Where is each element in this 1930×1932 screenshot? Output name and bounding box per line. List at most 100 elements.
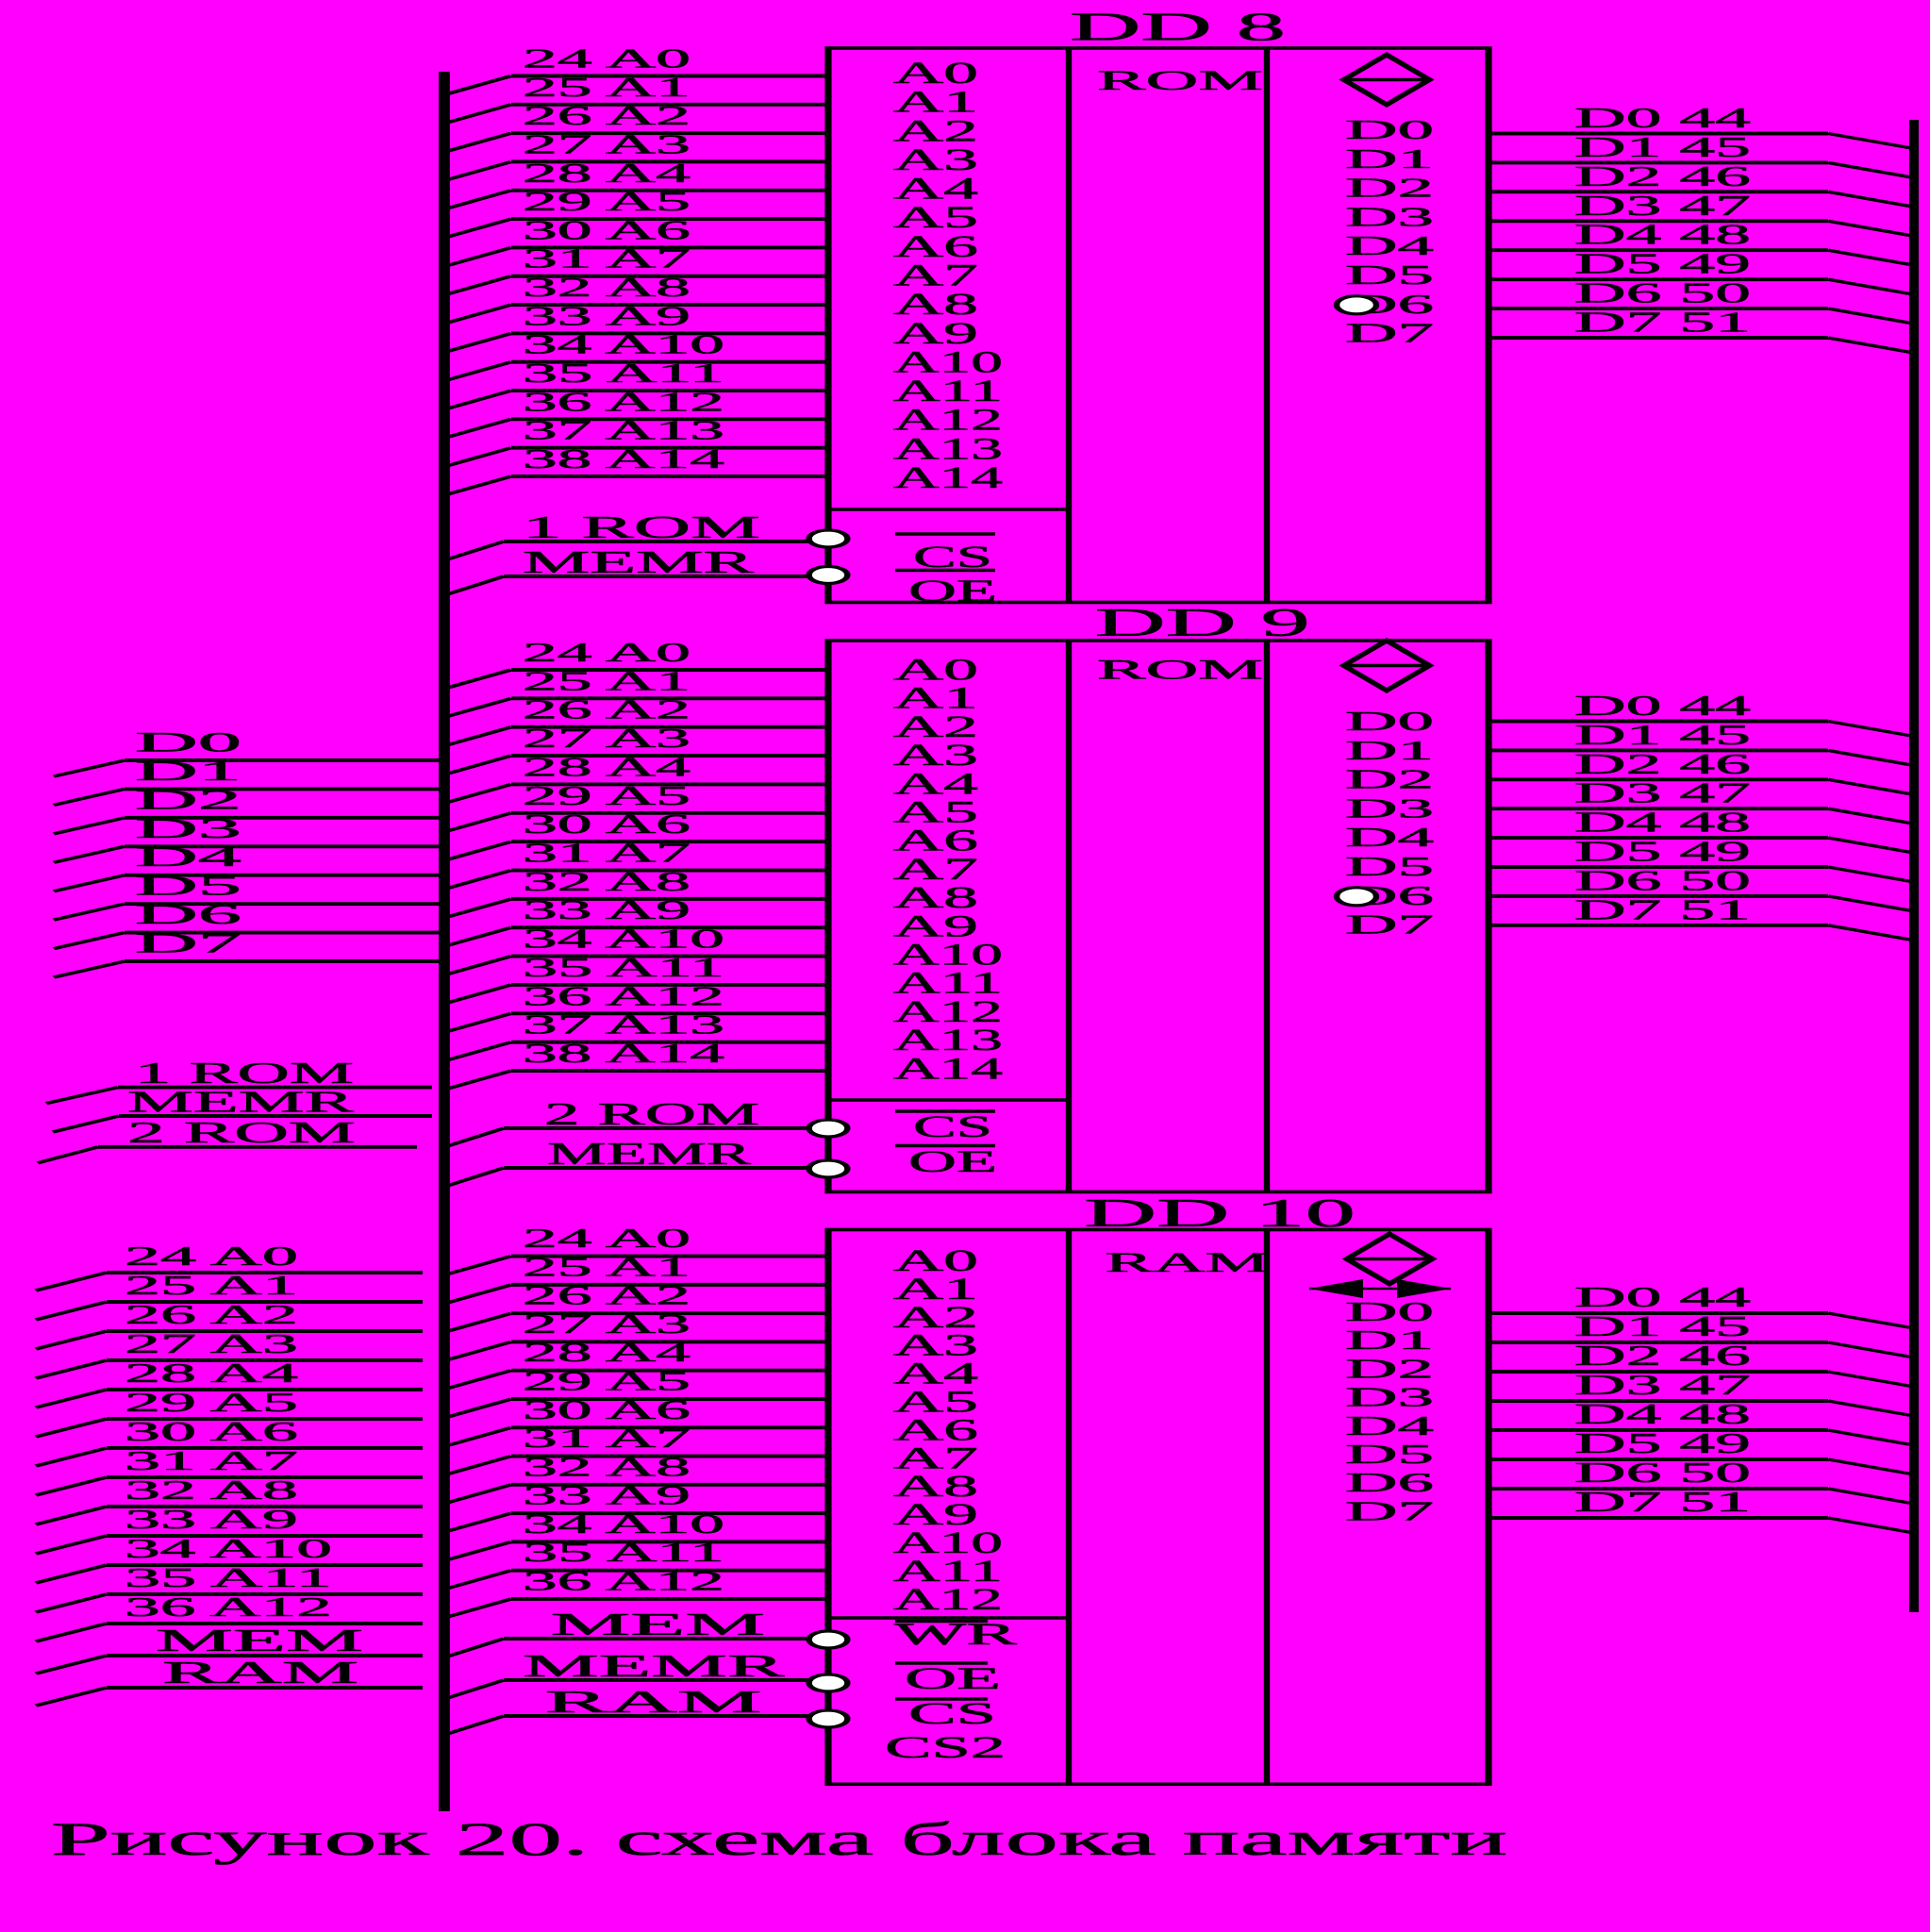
svg-text:30 A6: 30 A6 — [523, 215, 690, 245]
svg-text:D5: D5 — [1345, 260, 1434, 291]
svg-text:25 A1: 25 A1 — [125, 1271, 298, 1301]
svg-text:Рисунок 20. схема блока памят: Рисунок 20. схема блока памяти — [51, 1813, 1507, 1865]
svg-text:ROM: ROM — [1097, 655, 1263, 686]
svg-text:D3: D3 — [1345, 202, 1434, 232]
svg-text:25 A1: 25 A1 — [523, 73, 690, 103]
svg-text:D7 51: D7 51 — [1574, 306, 1751, 339]
svg-text:D6 50: D6 50 — [1574, 276, 1751, 309]
svg-text:D5: D5 — [1345, 1440, 1434, 1470]
svg-text:29 A5: 29 A5 — [523, 187, 690, 217]
svg-text:A9: A9 — [893, 1498, 978, 1532]
svg-text:D1: D1 — [1345, 736, 1434, 766]
svg-text:30 A6: 30 A6 — [523, 1394, 690, 1424]
svg-text:MEM: MEM — [156, 1623, 363, 1658]
svg-text:D6 50: D6 50 — [1574, 1456, 1751, 1489]
svg-text:27 A3: 27 A3 — [523, 1309, 690, 1340]
svg-text:D2: D2 — [1345, 173, 1434, 203]
svg-text:RAM: RAM — [162, 1655, 358, 1690]
svg-text:D5 49: D5 49 — [1574, 247, 1751, 280]
svg-text:A10: A10 — [893, 938, 1003, 972]
svg-text:D1 45: D1 45 — [1574, 130, 1751, 163]
svg-text:D3 47: D3 47 — [1574, 776, 1751, 809]
svg-text:A5: A5 — [893, 1385, 978, 1419]
svg-text:2 ROM: 2 ROM — [544, 1096, 759, 1132]
svg-text:29 A5: 29 A5 — [523, 781, 690, 811]
svg-text:A7: A7 — [893, 258, 978, 292]
svg-text:A5: A5 — [893, 201, 978, 235]
svg-text:MEMR: MEMR — [127, 1085, 354, 1118]
svg-text:37 A13: 37 A13 — [523, 415, 724, 445]
svg-text:A4: A4 — [893, 767, 978, 801]
svg-text:D0 44: D0 44 — [1574, 1280, 1751, 1313]
svg-text:CS: CS — [913, 1110, 992, 1144]
svg-text:35 A11: 35 A11 — [523, 953, 724, 983]
svg-text:A9: A9 — [893, 909, 978, 943]
svg-text:OE: OE — [905, 1662, 1001, 1696]
svg-text:D3 47: D3 47 — [1574, 189, 1751, 222]
svg-text:D2: D2 — [135, 784, 241, 815]
svg-text:A13: A13 — [893, 1024, 1003, 1058]
svg-text:D7: D7 — [1345, 318, 1434, 348]
svg-text:31 A7: 31 A7 — [523, 1424, 690, 1454]
svg-text:36 A12: 36 A12 — [523, 387, 724, 417]
svg-text:28 A4: 28 A4 — [523, 1338, 690, 1368]
svg-text:33 A9: 33 A9 — [523, 895, 690, 925]
svg-text:MEMR: MEMR — [523, 544, 754, 580]
svg-text:D5: D5 — [1345, 852, 1434, 882]
svg-text:31 A7: 31 A7 — [125, 1446, 298, 1476]
svg-text:D1: D1 — [1345, 144, 1434, 175]
svg-text:D4: D4 — [1345, 231, 1434, 261]
svg-text:ROM: ROM — [1097, 65, 1263, 96]
svg-text:A8: A8 — [893, 881, 978, 915]
svg-text:31 A7: 31 A7 — [523, 243, 690, 274]
svg-text:D3 47: D3 47 — [1574, 1368, 1751, 1401]
svg-text:D4 48: D4 48 — [1574, 1397, 1751, 1430]
svg-text:26 A2: 26 A2 — [125, 1300, 298, 1330]
svg-text:29 A5: 29 A5 — [523, 1366, 690, 1396]
svg-text:A6: A6 — [893, 229, 978, 263]
svg-text:D3: D3 — [1345, 1382, 1434, 1412]
svg-text:26 A2: 26 A2 — [523, 101, 690, 131]
svg-text:A2: A2 — [893, 1300, 978, 1334]
svg-text:A0: A0 — [893, 653, 978, 687]
svg-text:A2: A2 — [893, 114, 978, 148]
svg-text:A11: A11 — [893, 1554, 1003, 1588]
svg-text:D1: D1 — [135, 756, 241, 787]
svg-text:D2 46: D2 46 — [1574, 747, 1751, 780]
svg-text:25 A1: 25 A1 — [523, 666, 690, 696]
svg-text:OE: OE — [908, 1145, 997, 1179]
svg-text:A8: A8 — [893, 288, 978, 322]
svg-text:34 A10: 34 A10 — [523, 924, 724, 954]
svg-text:28 A4: 28 A4 — [523, 158, 690, 188]
svg-text:24 A0: 24 A0 — [523, 1224, 690, 1254]
svg-text:CS2: CS2 — [885, 1731, 1006, 1765]
svg-text:D4: D4 — [135, 841, 241, 873]
svg-text:D6: D6 — [1345, 1468, 1434, 1498]
svg-text:A5: A5 — [893, 795, 978, 829]
svg-text:D0 44: D0 44 — [1574, 101, 1751, 134]
svg-text:D1: D1 — [1345, 1325, 1434, 1356]
svg-text:30 A6: 30 A6 — [523, 809, 690, 840]
svg-text:A8: A8 — [893, 1470, 978, 1504]
svg-text:A1: A1 — [893, 85, 978, 119]
svg-text:35 A11: 35 A11 — [523, 358, 724, 389]
svg-text:D7 51: D7 51 — [1574, 892, 1751, 925]
svg-text:A9: A9 — [893, 316, 978, 350]
svg-text:32 A8: 32 A8 — [523, 867, 690, 897]
svg-text:37 A13: 37 A13 — [523, 1009, 724, 1040]
svg-text:D0: D0 — [1345, 1297, 1434, 1327]
svg-text:D6 50: D6 50 — [1574, 864, 1751, 897]
svg-text:28 A4: 28 A4 — [125, 1358, 298, 1389]
svg-text:D4: D4 — [1345, 1411, 1434, 1441]
svg-text:24 A0: 24 A0 — [523, 43, 690, 74]
svg-text:A2: A2 — [893, 709, 978, 743]
svg-text:A6: A6 — [893, 1413, 978, 1447]
svg-text:OE: OE — [908, 575, 997, 608]
svg-text:35 A11: 35 A11 — [125, 1563, 332, 1593]
svg-text:36 A12: 36 A12 — [523, 981, 724, 1011]
svg-text:D0: D0 — [135, 727, 241, 758]
svg-text:A12: A12 — [893, 1582, 1003, 1616]
svg-text:33 A9: 33 A9 — [523, 301, 690, 331]
svg-text:D2 46: D2 46 — [1574, 1339, 1751, 1372]
svg-text:MEMR: MEMR — [547, 1136, 751, 1172]
